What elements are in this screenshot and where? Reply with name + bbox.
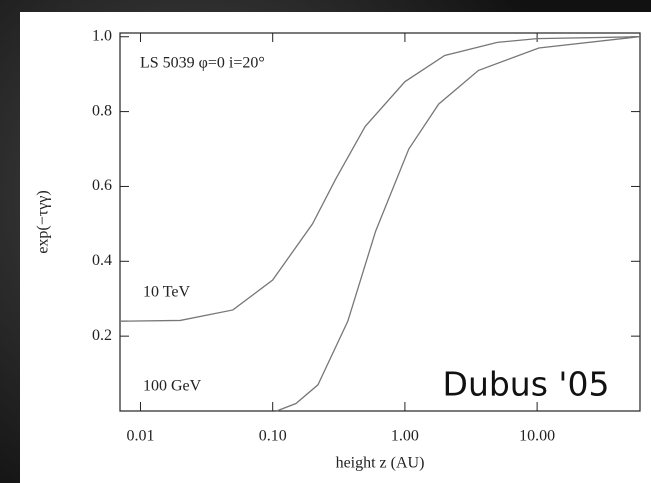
y-tick-label: 0.4 [92,252,112,269]
plot-frame [119,32,641,412]
line [119,36,641,322]
x-tick-label: 0.01 [126,428,154,445]
annotation: 100 GeV [143,378,202,395]
y-tick-label: 0.6 [92,177,112,194]
x-tick-label: 1.00 [391,428,419,445]
annotation: 10 TeV [143,284,190,301]
x-tick-label: 0.10 [259,428,287,445]
line [276,36,640,412]
y-tick-label: 0.8 [92,102,112,119]
panel [20,12,651,483]
annotation: LS 5039 φ=0 i=20° [140,55,265,72]
x-axis-label: height z (AU) [336,455,425,472]
y-tick-label: 0.2 [92,327,112,344]
credit: Dubus '05 [443,365,610,404]
x-tick-label: 10.00 [519,428,555,445]
credit-box [414,364,638,406]
y-axis-label: exp(−τγγ) [35,190,52,253]
y-tick-label: 1.0 [92,27,112,44]
